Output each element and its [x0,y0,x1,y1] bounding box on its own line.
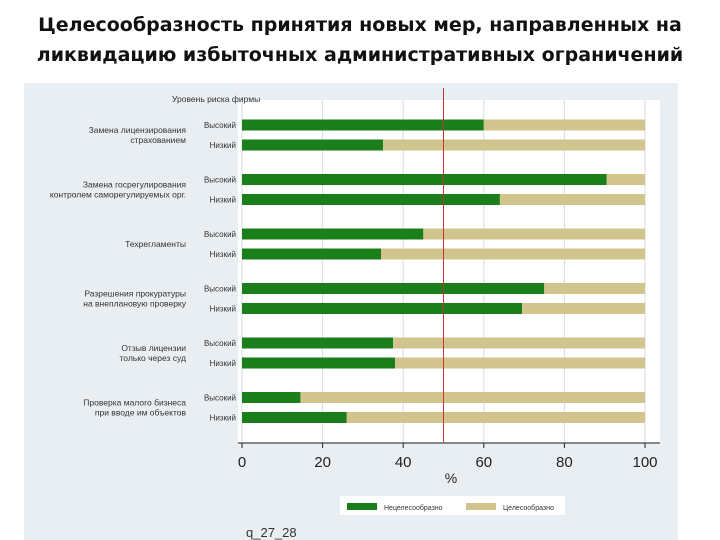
legend-label-inappropriate: Нецелесообразно [384,504,443,512]
level-label: Низкий [210,141,236,150]
level-label: Высокий [204,176,236,185]
bar-segment-appropriate [544,283,645,294]
bar-segment-appropriate [606,174,645,185]
bar-segment-appropriate [522,303,645,314]
bar-segment-inappropriate [242,412,347,423]
x-axis-label: % [445,470,457,486]
bar-segment-inappropriate [242,174,607,185]
legend-swatch-inappropriate [347,503,377,510]
bar-segment-inappropriate [242,337,394,349]
slide-title-line-2: ликвидацию избыточных административных о… [36,44,684,66]
group-header: Уровень риска фирмы [172,94,260,104]
bar-segment-inappropriate [242,392,301,403]
category-label: только через суд [120,353,187,363]
category-label: Замена лицензирования [89,125,187,135]
level-label: Высокий [204,285,236,294]
legend-label-appropriate: Целесообразно [503,504,554,512]
category-label: контролем саморегулируемых орг. [50,190,186,200]
x-tick-label: 20 [314,454,331,471]
level-label: Низкий [210,305,236,314]
bar-segment-appropriate [381,248,645,260]
plot-area [238,100,660,442]
category-label: страхованием [130,135,186,145]
level-label: Высокий [204,121,236,130]
category-label: при вводе им объектов [95,408,187,418]
bar-segment-inappropriate [242,303,523,314]
legend-swatch-appropriate [466,503,496,510]
bar-segment-inappropriate [242,228,424,240]
x-tick-label: 100 [632,454,657,471]
legend-box [340,496,565,515]
x-tick-label: 60 [475,454,492,471]
category-label: Проверка малого бизнеса [83,398,186,408]
bar-segment-inappropriate [242,119,484,131]
level-label: Низкий [210,196,236,205]
bar-segment-appropriate [395,357,645,369]
category-label: Отзыв лицензии [121,343,186,353]
level-label: Низкий [210,414,236,423]
bar-segment-appropriate [499,194,645,205]
slide-title: Целесообразность принятия новых мер, нап… [0,10,720,70]
bar-segment-inappropriate [242,357,396,369]
bar-segment-appropriate [423,228,645,240]
bar-segment-appropriate [300,392,645,403]
bar-segment-inappropriate [242,194,500,205]
category-label: Техрегламенты [125,239,186,249]
bar-segment-inappropriate [242,139,384,151]
slide-title-line-1: Целесообразность принятия новых мер, нап… [38,14,682,36]
x-tick-label: 40 [395,454,412,471]
category-label: Разрешения прокуратуры [84,289,186,299]
category-label: Замена госрегулирования [83,180,186,190]
level-label: Высокий [204,394,236,403]
level-label: Низкий [210,359,236,368]
bar-segment-inappropriate [242,283,545,294]
category-label: на внеплановую проверку [83,299,186,309]
level-label: Высокий [204,230,236,239]
chart-note: q_27_28 [246,525,297,540]
bar-segment-appropriate [346,412,645,423]
x-tick-label: 0 [238,454,246,471]
level-label: Низкий [210,250,236,259]
x-tick-label: 80 [556,454,573,471]
bar-segment-appropriate [393,337,645,349]
level-label: Высокий [204,339,236,348]
bar-segment-inappropriate [242,248,382,260]
bar-segment-appropriate [483,119,645,131]
bar-segment-appropriate [383,139,645,151]
